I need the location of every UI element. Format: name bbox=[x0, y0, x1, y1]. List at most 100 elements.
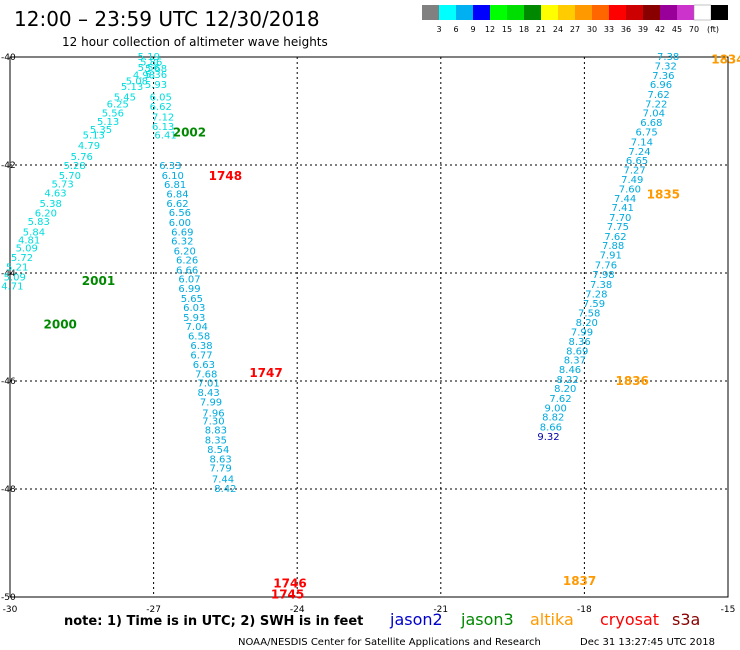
colorbar-swatch bbox=[473, 5, 490, 20]
colorbar-label: 42 bbox=[655, 25, 665, 34]
swh-point-altika: 8.83 bbox=[205, 426, 227, 437]
footer-note: note: 1) Time is in UTC; 2) SWH is in fe… bbox=[64, 614, 363, 629]
swh-point-cryosat: 7.58 bbox=[578, 309, 600, 320]
swh-point-cryosat: 7.04 bbox=[643, 109, 665, 120]
swh-point-cryosat: 6.96 bbox=[650, 80, 672, 91]
swh-point-altika: 6.63 bbox=[193, 360, 215, 371]
swh-point-jason3: 5.68 bbox=[145, 64, 167, 75]
y-tick-label: -44 bbox=[1, 269, 16, 279]
swh-point-jason3: 4.71 bbox=[1, 282, 23, 293]
swh-point-jason3: 5.13 bbox=[83, 130, 105, 141]
y-tick-label: -40 bbox=[1, 53, 16, 63]
swh-point-altika: 7.01 bbox=[198, 379, 220, 390]
colorbar-swatch bbox=[643, 5, 660, 20]
grid-lines bbox=[10, 57, 728, 597]
swh-point-cryosat: 7.38 bbox=[590, 280, 612, 291]
colorbar-swatch bbox=[609, 5, 626, 20]
colorbar-swatch bbox=[693, 4, 712, 21]
footer-timestamp: Dec 31 13:27:45 UTC 2018 bbox=[580, 637, 715, 648]
x-tick-label: -27 bbox=[146, 605, 161, 615]
swh-point-jason3: 4.81 bbox=[18, 236, 40, 247]
plot-frame bbox=[9, 56, 729, 598]
swh-point-jason3: 5.72 bbox=[11, 253, 33, 264]
colorbar-label: 24 bbox=[553, 25, 563, 34]
swh-point-altika: 6.66 bbox=[176, 265, 198, 276]
legend-altika: altika bbox=[530, 610, 574, 629]
colorbar-label: 33 bbox=[604, 25, 614, 34]
colorbar-unit: (ft) bbox=[707, 25, 719, 34]
swh-point-cryosat: 7.44 bbox=[614, 194, 636, 205]
colorbar: 3 6 9 12 15 18 21 24 27 30 33 36 39 42 45 70 (ft) bbox=[422, 4, 728, 34]
swh-point-altika: 6.20 bbox=[174, 246, 196, 257]
colorbar-label: 21 bbox=[536, 25, 546, 34]
swh-point-jason3: 6.25 bbox=[107, 100, 129, 111]
colorbar-label: 70 bbox=[689, 25, 699, 34]
swh-point-altika: 7.04 bbox=[186, 322, 208, 333]
swh-point-altika: 7.68 bbox=[195, 370, 217, 381]
swh-point-jason3: 5.36 bbox=[145, 70, 167, 81]
swh-point-jason3: 6.62 bbox=[150, 102, 172, 113]
swh-point-jason3: 4.63 bbox=[44, 189, 66, 200]
swh-point-cryosat: 9.00 bbox=[545, 404, 567, 415]
swh-point-cryosat: 6.65 bbox=[626, 156, 648, 167]
swh-point-altika: 7.79 bbox=[209, 463, 231, 474]
swh-point-cryosat: 7.22 bbox=[645, 100, 667, 111]
colorbar-label: 18 bbox=[519, 25, 529, 34]
y-tick-label: -46 bbox=[1, 377, 16, 387]
swh-point-cryosat: 7.38 bbox=[657, 52, 679, 63]
swh-point-altika: 6.99 bbox=[178, 284, 200, 295]
swh-point-jason3: 5.38 bbox=[40, 199, 62, 210]
legend-jason3: jason3 bbox=[460, 610, 514, 629]
swh-point-cryosat: 7.14 bbox=[631, 137, 653, 148]
time-label: 1745 bbox=[271, 587, 304, 601]
y-tick-label: -42 bbox=[1, 161, 16, 171]
swh-point-cryosat: 7.28 bbox=[585, 290, 607, 301]
legend-jason2: jason2 bbox=[389, 610, 443, 629]
swh-point-altika: 5.93 bbox=[183, 313, 205, 324]
time-label: 2000 bbox=[44, 317, 77, 331]
swh-point-altika: 6.03 bbox=[183, 303, 205, 314]
colorbar-label: 12 bbox=[485, 25, 495, 34]
colorbar-swatch bbox=[626, 5, 643, 20]
swh-point-cryosat: 8.36 bbox=[568, 337, 590, 348]
swh-point-cryosat: 8.22 bbox=[557, 375, 579, 386]
swh-point-jason3: 5.56 bbox=[102, 109, 124, 120]
swh-point-cryosat: 8.20 bbox=[576, 318, 598, 329]
swh-point-altika: 6.07 bbox=[178, 274, 200, 285]
plot-area: -30 -27 -24 -21 -18 -15 -40 -42 -44 -46 -48 -50 5.… bbox=[1, 52, 740, 615]
swh-point-cryosat: 7.88 bbox=[602, 241, 624, 252]
swh-point-jason3: 5.35 bbox=[90, 125, 112, 136]
swh-point-cryosat: 6.68 bbox=[640, 118, 662, 129]
swh-point-cryosat: 7.41 bbox=[612, 203, 634, 214]
colorbar-label: 45 bbox=[672, 25, 682, 34]
swh-point-jason3: 5.70 bbox=[59, 171, 81, 182]
swh-point-altika: 7.99 bbox=[200, 398, 222, 409]
swh-point-cryosat: 7.76 bbox=[595, 260, 617, 271]
swh-point-altika: 8.63 bbox=[209, 454, 231, 465]
time-label: 1836 bbox=[616, 374, 649, 388]
swh-point-cryosat: 9.32 bbox=[537, 432, 559, 443]
swh-point-jason3: 5.83 bbox=[28, 217, 50, 228]
colorbar-label: 36 bbox=[621, 25, 631, 34]
swh-point-cryosat: 7.62 bbox=[647, 90, 669, 101]
x-tick-label: -15 bbox=[721, 605, 736, 615]
y-tick-label: -48 bbox=[1, 485, 16, 495]
swh-point-altika: 8.35 bbox=[205, 435, 227, 446]
swh-point-cryosat: 8.37 bbox=[564, 355, 586, 366]
swh-point-altika: 6.81 bbox=[164, 180, 186, 191]
colorbar-swatch bbox=[660, 5, 677, 20]
swh-point-cryosat: 7.59 bbox=[583, 299, 605, 310]
time-label: 1837 bbox=[563, 574, 596, 588]
swh-point-cryosat: 7.70 bbox=[609, 213, 631, 224]
swh-point-cryosat: 7.24 bbox=[628, 147, 650, 158]
colorbar-swatch bbox=[541, 5, 558, 20]
swh-point-jason3: 5.84 bbox=[23, 228, 45, 239]
swh-point-jason3: 5.73 bbox=[52, 179, 74, 190]
swh-point-altika: 6.69 bbox=[171, 228, 193, 239]
x-tick-label: -21 bbox=[433, 605, 448, 615]
swh-point-jason3: 6.05 bbox=[150, 93, 172, 104]
swh-point-cryosat: 7.36 bbox=[652, 71, 674, 82]
swh-point-cryosat: 7.62 bbox=[549, 394, 571, 405]
